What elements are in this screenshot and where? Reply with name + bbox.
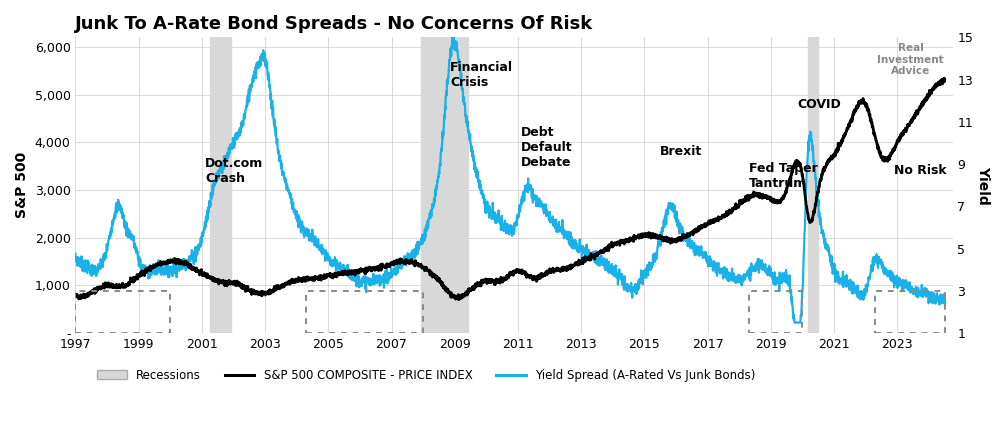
Bar (75, 291, 170, 333)
Text: Junk To A-Rate Bond Spreads - No Concerns Of Risk: Junk To A-Rate Bond Spreads - No Concern… (75, 15, 594, 33)
Bar (749, 291, 802, 333)
Text: Dot.com
Crash: Dot.com Crash (205, 157, 263, 185)
Text: COVID: COVID (798, 97, 841, 111)
Text: Real
Investment
Advice: Real Investment Advice (877, 43, 944, 76)
Y-axis label: S&P 500: S&P 500 (15, 152, 29, 218)
Legend: Recessions, S&P 500 COMPOSITE - PRICE INDEX, Yield Spread (A-Rated Vs Junk Bonds: Recessions, S&P 500 COMPOSITE - PRICE IN… (92, 364, 760, 386)
Bar (808, 37, 818, 333)
Bar (421, 37, 468, 333)
Text: Debt
Default
Debate: Debt Default Debate (522, 126, 573, 168)
Text: Financial
Crisis: Financial Crisis (450, 61, 513, 90)
Bar (210, 37, 231, 333)
Y-axis label: Yield: Yield (976, 166, 990, 205)
Text: No Risk: No Risk (894, 164, 947, 177)
Bar (307, 291, 423, 333)
Text: Fed Taper
Tantrum: Fed Taper Tantrum (749, 162, 817, 190)
Bar (875, 291, 945, 333)
Text: Brexit: Brexit (660, 146, 702, 158)
